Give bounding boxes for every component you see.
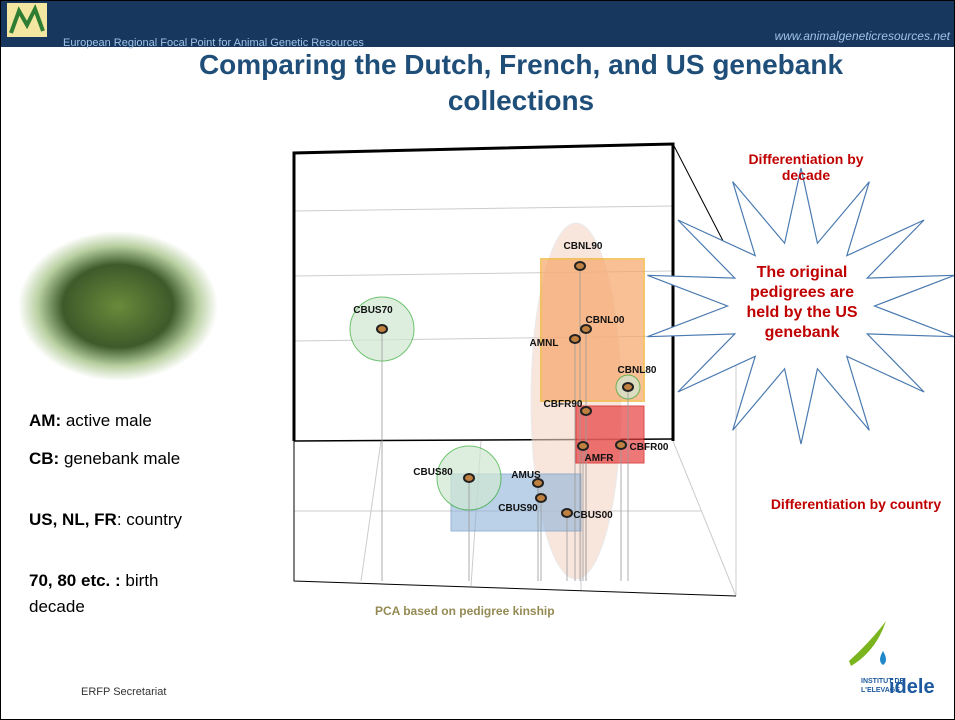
point-label: CBNL80 (618, 365, 657, 376)
point-label: CBUS00 (573, 510, 613, 521)
annotation-country: Differentiation by country (770, 496, 942, 512)
point (615, 440, 627, 450)
term: AM: (29, 411, 62, 430)
legend-item: US, NL, FR: country (29, 507, 229, 533)
legend-item: 70, 80 etc. : birth decade (29, 568, 189, 620)
header-bar (1, 1, 954, 47)
point (463, 473, 475, 483)
definition: active male (65, 411, 152, 430)
annotation-decade: Differentiation by decade (748, 151, 864, 183)
point (569, 334, 581, 344)
legend-item: AM: active male (29, 408, 229, 434)
logo-line2: L'ELEVAGE (861, 687, 900, 694)
term: CB: (29, 449, 60, 468)
point-label: AMNL (530, 338, 559, 349)
footer: ERFP Secretariat (81, 686, 167, 698)
point (561, 508, 573, 518)
point-label: CBFR00 (630, 442, 669, 453)
point-label: CBNL90 (564, 241, 603, 252)
point-label: CBUS80 (413, 467, 453, 478)
annotation-callout: The original pedigrees are held by the U… (746, 264, 858, 341)
point-label: CBFR90 (544, 399, 583, 410)
point (574, 261, 586, 271)
header-logo (7, 3, 47, 37)
term: 70, 80 etc. : (29, 571, 121, 590)
point (580, 406, 592, 416)
url: www.animalgeneticresources.net (774, 29, 950, 43)
point (376, 324, 388, 334)
logo-brand: idele (889, 676, 935, 698)
definition: birth decade (29, 571, 159, 616)
legend-item: CB: genebank male (29, 446, 229, 472)
point-label: AMFR (585, 453, 615, 464)
axes-box (292, 142, 737, 597)
point-label: CBUS70 (353, 305, 393, 316)
point (580, 324, 592, 334)
definition: genebank male (63, 449, 181, 468)
point-label: CBUS90 (498, 503, 538, 514)
organization: European Regional Focal Point for Animal… (63, 37, 364, 49)
logo-line1: INSTITUT DE (861, 678, 904, 685)
callout-star (647, 167, 954, 445)
point-label: AMUS (511, 470, 541, 481)
point (535, 493, 547, 503)
point (532, 478, 544, 488)
logo-mark (849, 621, 886, 666)
point-label: CBNL00 (586, 315, 625, 326)
title: Comparing the Dutch, French, and US gene… (198, 49, 844, 116)
caption: PCA based on pedigree kinship (375, 604, 555, 618)
term: US, NL, FR (29, 510, 117, 529)
definition: : country (116, 510, 183, 529)
cow-photo (18, 231, 218, 381)
point (622, 382, 634, 392)
point (577, 441, 589, 451)
